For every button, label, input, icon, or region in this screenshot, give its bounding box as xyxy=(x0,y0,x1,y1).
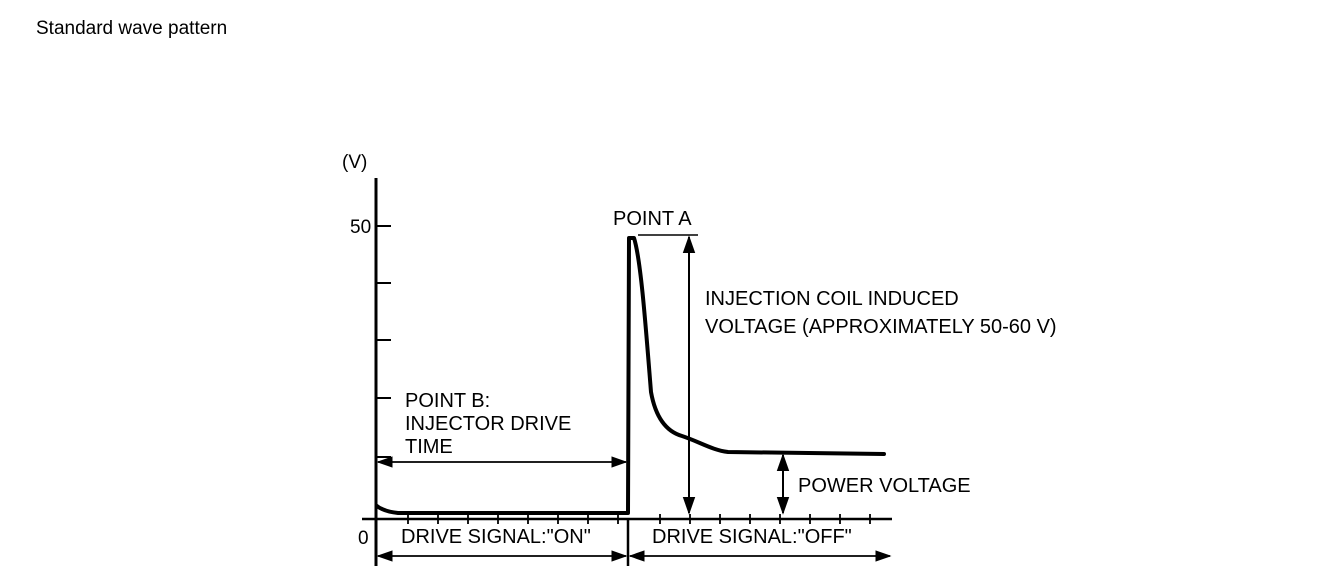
page-heading: Standard wave pattern xyxy=(36,18,228,39)
point-b-label-line1: POINT B: xyxy=(405,390,490,412)
point-a-label: POINT A xyxy=(613,208,692,230)
power-voltage-label: POWER VOLTAGE xyxy=(798,475,971,497)
y-unit-label: (V) xyxy=(342,152,367,173)
point-b-label-line2: INJECTOR DRIVE xyxy=(405,413,571,435)
y-ticks xyxy=(376,225,391,458)
point-b-label-line3: TIME xyxy=(405,436,453,458)
induced-voltage-label-line2: VOLTAGE (APPROXIMATELY 50-60 V) xyxy=(705,316,1057,338)
drive-signal-off-label: DRIVE SIGNAL:"OFF" xyxy=(652,526,852,548)
y-tick-50-label: 50 xyxy=(350,217,371,238)
waveform-trace xyxy=(375,236,886,515)
induced-voltage-label-line1: INJECTION COIL INDUCED xyxy=(705,288,959,310)
drive-signal-on-label: DRIVE SIGNAL:"ON" xyxy=(401,526,591,548)
origin-label: 0 xyxy=(358,528,369,549)
x-ticks xyxy=(407,514,871,524)
